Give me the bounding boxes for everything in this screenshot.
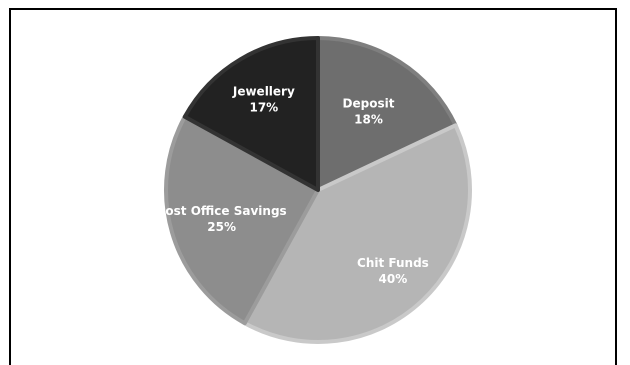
pie-slice-chit-funds	[242, 123, 472, 344]
pie-slices	[164, 36, 472, 344]
slice-value-deposit: 18%	[354, 112, 383, 126]
slice-label-chit-funds: Chit Funds	[357, 256, 429, 270]
slice-label-deposit: Deposit	[343, 96, 395, 110]
slice-label-post-office-savings: Post Office Savings	[157, 204, 287, 218]
slice-value-post-office-savings: 25%	[207, 220, 236, 234]
pie-slice-jewellery	[182, 36, 320, 192]
slice-value-chit-funds: 40%	[379, 272, 408, 286]
slice-value-jewellery: 17%	[249, 100, 278, 114]
pie-slice-deposit	[316, 36, 458, 192]
slice-label-jewellery: Jewellery	[232, 84, 295, 98]
pie-labels: Deposit 18% Chit Funds 40% Post Office Savin…	[157, 84, 429, 285]
pie-slice-post-office-savings	[164, 114, 320, 326]
